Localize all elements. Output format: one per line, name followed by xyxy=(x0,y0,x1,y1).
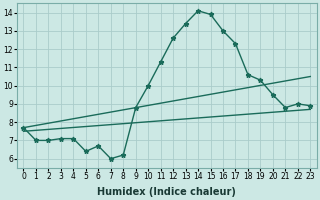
X-axis label: Humidex (Indice chaleur): Humidex (Indice chaleur) xyxy=(98,187,236,197)
